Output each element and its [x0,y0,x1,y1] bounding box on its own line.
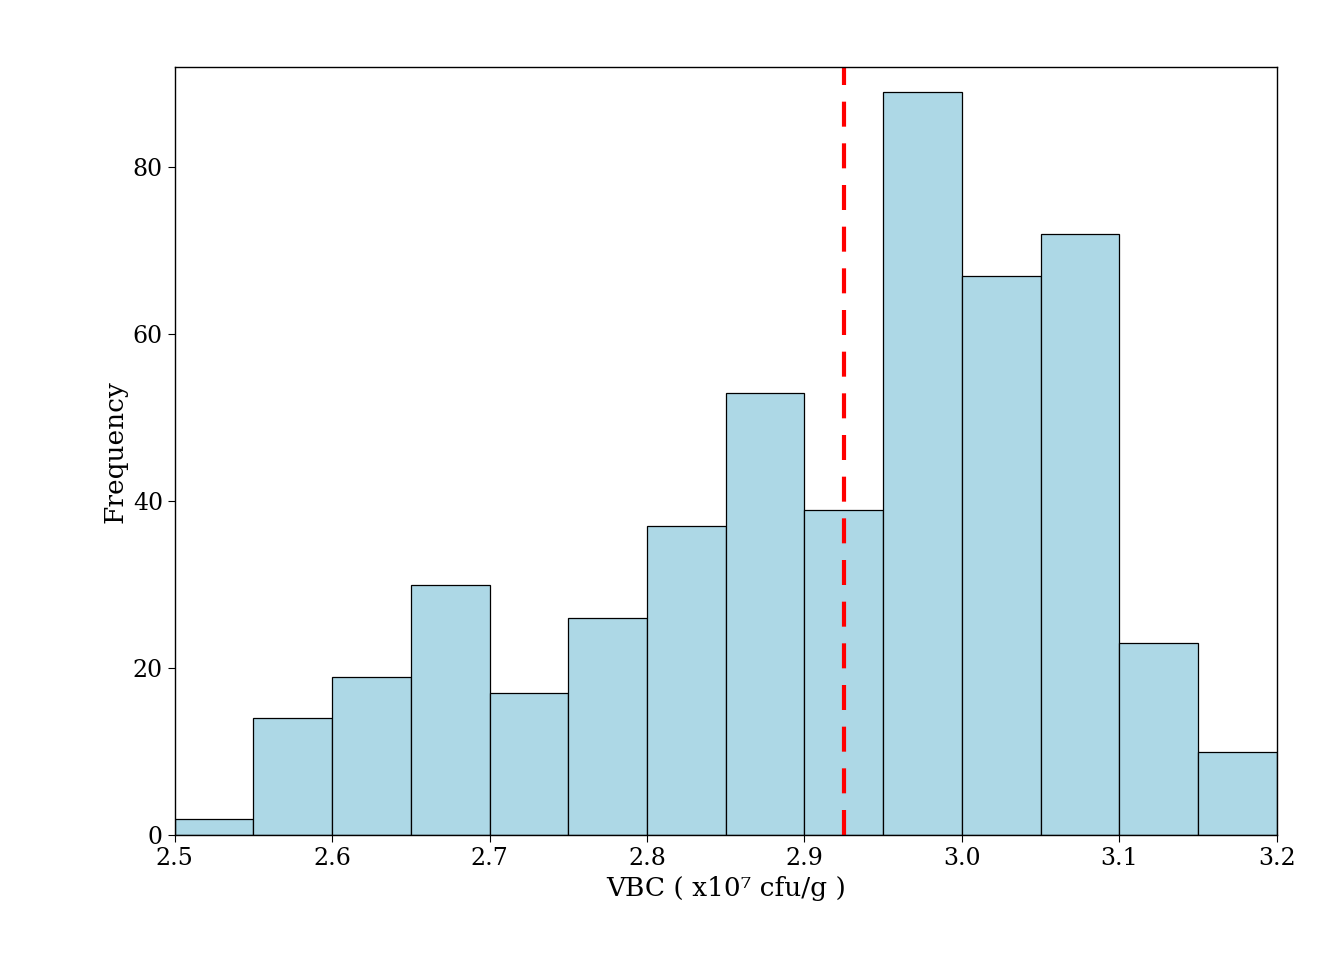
Bar [1198,752,1277,835]
Bar [883,92,962,835]
X-axis label: VBC ( x10⁷ cfu/g ): VBC ( x10⁷ cfu/g ) [606,876,845,900]
Bar [254,718,332,835]
Bar [175,819,254,835]
Bar [489,693,569,835]
Y-axis label: Frequency: Frequency [102,380,128,522]
Bar [332,677,411,835]
Bar [805,510,883,835]
Bar [411,585,489,835]
Bar [569,618,646,835]
Bar [726,393,805,835]
Bar [962,276,1040,835]
Bar [646,526,726,835]
Bar [1040,234,1120,835]
Bar [1120,643,1198,835]
